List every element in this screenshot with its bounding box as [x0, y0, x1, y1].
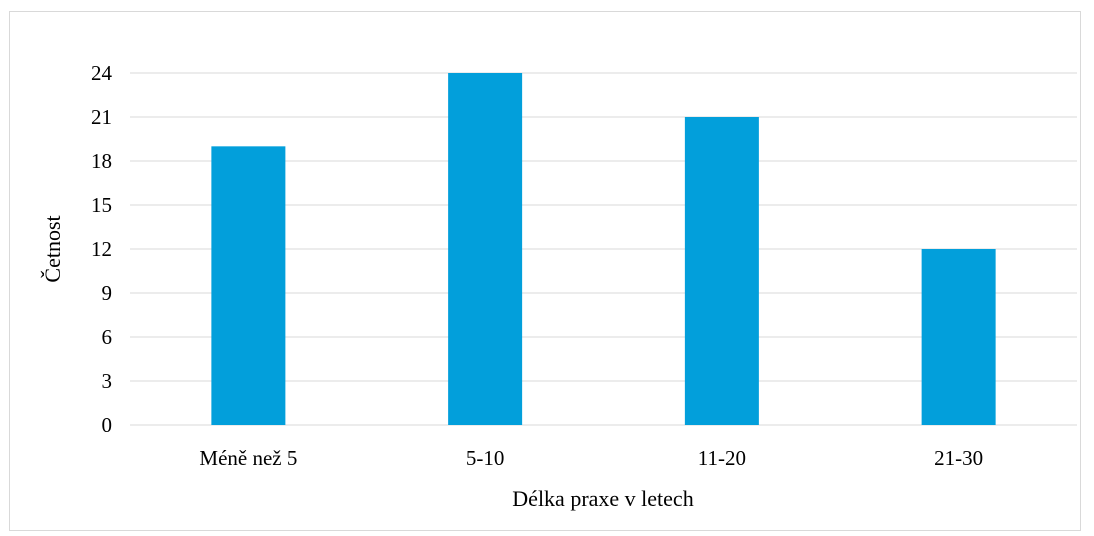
x-tick-label: 11-20	[698, 446, 746, 470]
y-tick-label: 18	[91, 149, 112, 173]
x-tick-label: Méně než 5	[199, 446, 297, 470]
y-tick-label: 15	[91, 193, 112, 217]
bars	[211, 73, 996, 426]
y-tick-label: 3	[102, 369, 113, 393]
y-axis-title: Četnost	[40, 215, 65, 282]
y-tick-label: 24	[91, 61, 113, 85]
x-tick-label: 21-30	[934, 446, 983, 470]
bar-4	[921, 249, 996, 425]
bar-2	[448, 73, 523, 425]
bar-1	[211, 146, 286, 426]
y-tick-labels: 0 3 6 9 12 15 18 21 24	[91, 61, 113, 437]
x-axis-title: Délka praxe v letech	[512, 486, 693, 511]
x-tick-labels: Méně než 5 5-10 11-20 21-30	[199, 446, 983, 470]
y-tick-label: 6	[102, 325, 113, 349]
y-tick-label: 12	[91, 237, 112, 261]
x-tick-label: 5-10	[466, 446, 505, 470]
y-tick-label: 9	[102, 281, 113, 305]
chart-frame	[9, 11, 1081, 531]
y-tick-label: 21	[91, 105, 112, 129]
gridlines	[130, 72, 1077, 426]
y-tick-label: 0	[102, 413, 113, 437]
bar-3	[684, 117, 759, 425]
